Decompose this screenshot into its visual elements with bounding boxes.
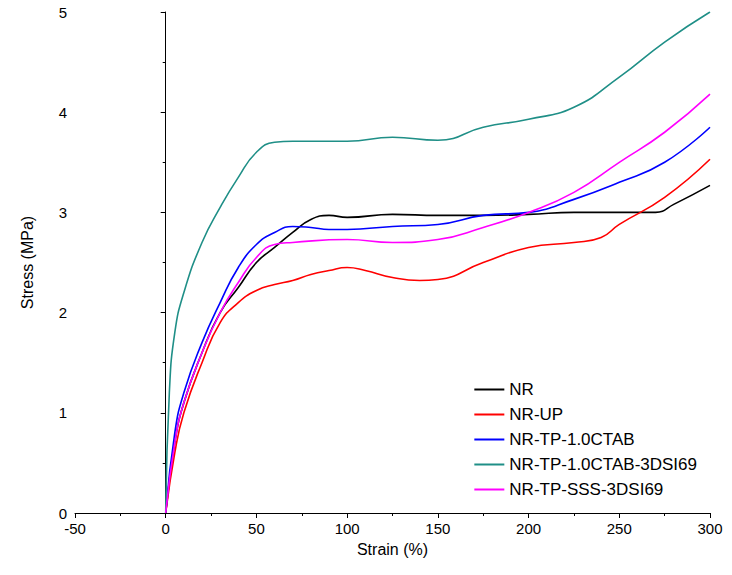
svg-text:150: 150 <box>425 520 450 537</box>
svg-text:3: 3 <box>59 204 67 221</box>
svg-text:Strain (%): Strain (%) <box>357 541 428 558</box>
svg-text:NR-TP-1.0CTAB-3DSI69: NR-TP-1.0CTAB-3DSI69 <box>509 455 697 474</box>
svg-text:4: 4 <box>59 104 67 121</box>
svg-text:NR-TP-1.0CTAB: NR-TP-1.0CTAB <box>509 430 634 449</box>
svg-text:100: 100 <box>335 520 360 537</box>
svg-text:NR: NR <box>509 380 534 399</box>
svg-text:2: 2 <box>59 304 67 321</box>
svg-text:250: 250 <box>607 520 632 537</box>
svg-text:NR-TP-SSS-3DSI69: NR-TP-SSS-3DSI69 <box>509 480 663 499</box>
svg-text:300: 300 <box>697 520 722 537</box>
svg-text:200: 200 <box>516 520 541 537</box>
svg-text:-50: -50 <box>64 520 86 537</box>
svg-text:0: 0 <box>59 505 67 522</box>
svg-text:1: 1 <box>59 404 67 421</box>
svg-text:5: 5 <box>59 4 67 21</box>
svg-text:0: 0 <box>162 520 170 537</box>
svg-text:NR-UP: NR-UP <box>509 405 563 424</box>
svg-text:50: 50 <box>248 520 265 537</box>
svg-text:Stress (MPa): Stress (MPa) <box>19 216 36 309</box>
